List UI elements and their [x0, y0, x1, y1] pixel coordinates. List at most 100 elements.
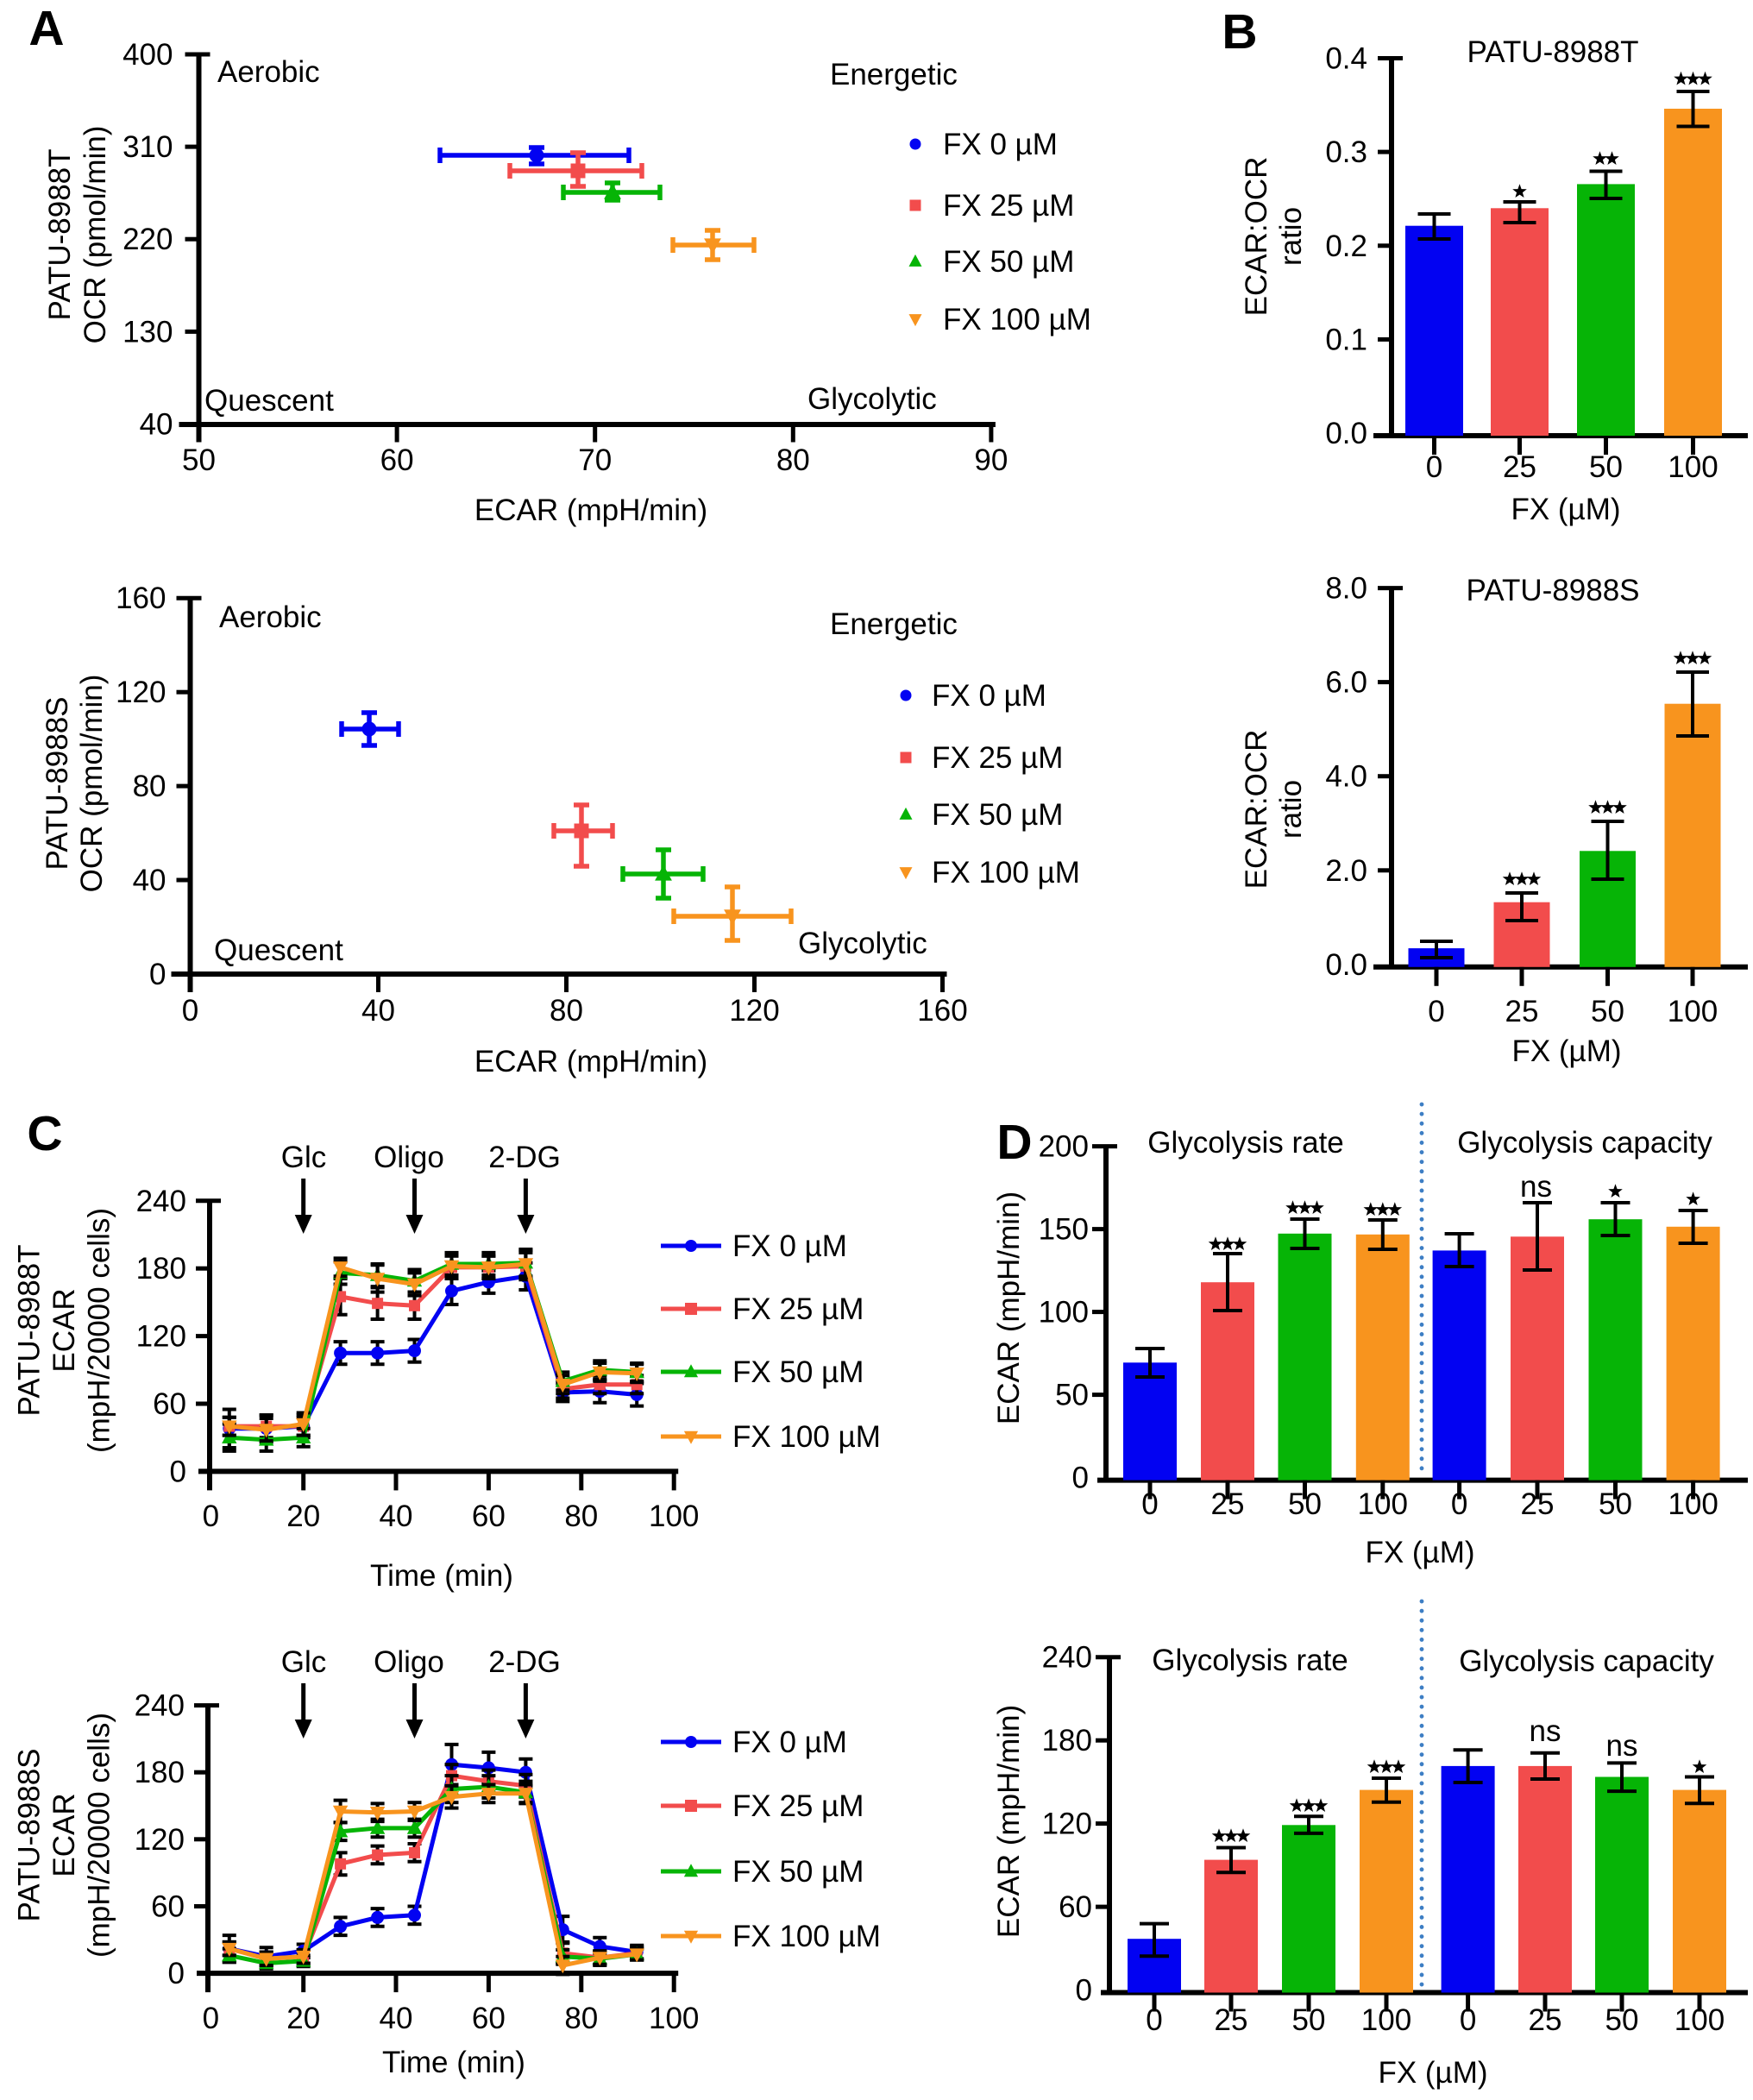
- svg-text:120: 120: [1042, 1808, 1092, 1841]
- svg-text:180: 180: [135, 1756, 185, 1789]
- svg-text:2-DG: 2-DG: [488, 1645, 561, 1679]
- svg-text:0: 0: [203, 1500, 219, 1533]
- svg-text:50: 50: [1589, 450, 1623, 484]
- svg-text:FX (µM): FX (µM): [1365, 1536, 1474, 1569]
- svg-text:Time (min): Time (min): [382, 2046, 525, 2079]
- svg-text:80: 80: [133, 770, 167, 803]
- svg-text:PATU-8988T: PATU-8988T: [43, 148, 77, 320]
- svg-text:25: 25: [1521, 1487, 1555, 1521]
- svg-text:0.2: 0.2: [1325, 229, 1367, 263]
- svg-text:FX 50 µM: FX 50 µM: [943, 245, 1074, 279]
- svg-text:100: 100: [1361, 2003, 1411, 2037]
- svg-text:FX (µM): FX (µM): [1511, 1034, 1621, 1068]
- svg-text:80: 80: [564, 2002, 598, 2035]
- svg-text:FX 100 µM: FX 100 µM: [932, 856, 1080, 890]
- svg-text:80: 80: [564, 1500, 598, 1533]
- svg-text:180: 180: [136, 1252, 186, 1286]
- svg-text:25: 25: [1505, 995, 1539, 1028]
- svg-text:0: 0: [168, 1957, 185, 1990]
- svg-text:FX 25 µM: FX 25 µM: [732, 1789, 864, 1823]
- svg-text:50: 50: [1591, 995, 1624, 1028]
- svg-text:ns: ns: [1530, 1714, 1561, 1748]
- svg-text:Glycolytic: Glycolytic: [807, 382, 937, 416]
- svg-text:60: 60: [380, 443, 414, 477]
- svg-text:25: 25: [1529, 2003, 1562, 2037]
- svg-text:ECAR:OCR: ECAR:OCR: [1240, 730, 1273, 890]
- svg-text:220: 220: [123, 223, 173, 256]
- svg-text:ECAR: ECAR: [47, 1288, 81, 1372]
- svg-text:150: 150: [1039, 1213, 1089, 1247]
- svg-text:0: 0: [149, 958, 166, 991]
- svg-text:Oligo: Oligo: [374, 1645, 444, 1679]
- svg-text:0: 0: [1426, 450, 1442, 484]
- svg-text:240: 240: [1042, 1641, 1092, 1675]
- svg-text:Glc: Glc: [281, 1141, 327, 1174]
- svg-text:PATU-8988T: PATU-8988T: [13, 1244, 47, 1416]
- svg-text:100: 100: [1358, 1487, 1408, 1521]
- svg-text:100: 100: [1039, 1296, 1089, 1330]
- svg-text:100: 100: [1674, 2003, 1725, 2037]
- svg-text:Glycolysis rate: Glycolysis rate: [1152, 1644, 1348, 1677]
- svg-text:130: 130: [123, 315, 173, 349]
- svg-text:100: 100: [649, 2002, 699, 2035]
- svg-text:160: 160: [116, 582, 166, 615]
- svg-text:Quescent: Quescent: [204, 384, 334, 418]
- svg-text:Glycolysis capacity: Glycolysis capacity: [1459, 1644, 1714, 1678]
- svg-text:25: 25: [1215, 2003, 1248, 2037]
- svg-text:A: A: [28, 1, 64, 56]
- svg-text:ECAR:OCR: ECAR:OCR: [1240, 157, 1273, 317]
- svg-text:(mpH/20000 cells): (mpH/20000 cells): [83, 1713, 116, 1958]
- svg-text:ns: ns: [1520, 1170, 1552, 1204]
- svg-text:FX (µM): FX (µM): [1511, 493, 1620, 526]
- svg-text:FX 0 µM: FX 0 µM: [732, 1726, 847, 1759]
- svg-text:120: 120: [729, 994, 779, 1028]
- svg-text:PATU-8988S: PATU-8988S: [13, 1748, 47, 1921]
- svg-text:Glycolytic: Glycolytic: [798, 927, 927, 960]
- svg-text:Glycolysis capacity: Glycolysis capacity: [1457, 1126, 1712, 1160]
- svg-text:0.4: 0.4: [1325, 42, 1367, 76]
- svg-text:20: 20: [286, 1500, 320, 1533]
- svg-text:0.0: 0.0: [1325, 948, 1367, 982]
- svg-text:0: 0: [1451, 1487, 1467, 1521]
- svg-text:FX 0 µM: FX 0 µM: [943, 128, 1058, 161]
- svg-text:Energetic: Energetic: [830, 58, 958, 91]
- svg-text:100: 100: [1668, 995, 1718, 1028]
- svg-text:240: 240: [136, 1185, 186, 1218]
- svg-text:ECAR (mpH/min): ECAR (mpH/min): [474, 494, 707, 527]
- svg-text:FX 0 µM: FX 0 µM: [932, 679, 1046, 713]
- svg-text:2.0: 2.0: [1325, 854, 1367, 888]
- svg-text:0: 0: [1428, 995, 1444, 1028]
- svg-text:50: 50: [1599, 1487, 1632, 1521]
- svg-text:ECAR (mpH/min): ECAR (mpH/min): [474, 1045, 707, 1078]
- svg-text:Quescent: Quescent: [214, 934, 343, 967]
- svg-text:Glycolysis rate: Glycolysis rate: [1147, 1126, 1344, 1160]
- svg-text:60: 60: [472, 2002, 506, 2035]
- svg-text:0: 0: [1076, 1974, 1092, 2008]
- svg-text:120: 120: [136, 1320, 186, 1354]
- svg-text:FX (µM): FX (µM): [1378, 2056, 1487, 2090]
- svg-text:PATU-8988T: PATU-8988T: [1467, 35, 1638, 69]
- svg-text:FX 100 µM: FX 100 µM: [732, 1920, 881, 1953]
- svg-text:40: 40: [361, 994, 395, 1028]
- svg-text:0.1: 0.1: [1325, 323, 1367, 356]
- svg-text:C: C: [27, 1106, 62, 1161]
- svg-text:60: 60: [1059, 1890, 1092, 1924]
- svg-text:Time (min): Time (min): [370, 1559, 513, 1593]
- svg-text:120: 120: [135, 1823, 185, 1857]
- svg-text:0: 0: [1460, 2003, 1476, 2037]
- svg-text:80: 80: [776, 443, 810, 477]
- svg-text:40: 40: [140, 408, 173, 442]
- svg-text:310: 310: [123, 130, 173, 164]
- svg-text:80: 80: [550, 994, 583, 1028]
- svg-text:FX 25 µM: FX 25 µM: [943, 189, 1074, 223]
- svg-text:120: 120: [116, 676, 166, 709]
- svg-text:0: 0: [1146, 2003, 1162, 2037]
- svg-text:Oligo: Oligo: [374, 1141, 444, 1174]
- svg-text:100: 100: [1668, 450, 1718, 484]
- svg-text:50: 50: [1055, 1379, 1089, 1412]
- svg-text:FX 25 µM: FX 25 µM: [732, 1292, 864, 1326]
- svg-text:25: 25: [1503, 450, 1536, 484]
- svg-text:0: 0: [203, 2002, 219, 2035]
- svg-text:50: 50: [182, 443, 216, 477]
- svg-text:OCR (pmol/min): OCR (pmol/min): [79, 126, 112, 344]
